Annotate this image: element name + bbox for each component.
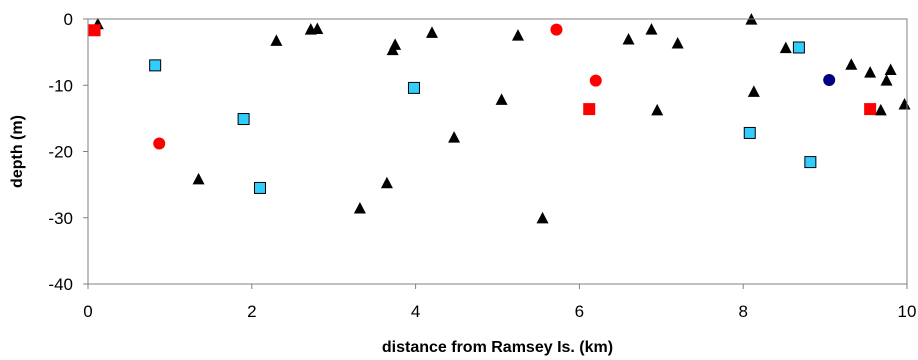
- data-point-triangle: [270, 34, 283, 46]
- data-points: [88, 13, 911, 224]
- data-point-square-outline: [804, 156, 817, 169]
- x-tick-label: 2: [247, 302, 256, 321]
- x-tick-label: 0: [83, 302, 92, 321]
- data-point-circle: [550, 23, 563, 36]
- data-point-triangle: [192, 172, 205, 185]
- data-point-square: [88, 24, 101, 37]
- tick-marks: [83, 18, 908, 289]
- y-tick-label: 0: [64, 10, 73, 29]
- data-point-triangle: [747, 85, 760, 97]
- data-point-triangle: [651, 103, 664, 116]
- data-point-square: [583, 103, 596, 116]
- data-point-triangle: [536, 211, 549, 224]
- y-tick-label: -10: [48, 76, 73, 95]
- x-tick-labels: 0 2 4 6 8 10: [83, 302, 916, 321]
- data-point-triangle: [864, 66, 877, 78]
- data-point-triangle: [898, 97, 911, 110]
- data-point-triangle: [874, 103, 887, 116]
- data-point-triangle: [511, 29, 524, 41]
- y-tick-label: -30: [48, 209, 73, 228]
- x-tick-label: 4: [411, 302, 420, 321]
- data-point-square-outline: [407, 81, 420, 94]
- data-point-triangle: [622, 33, 635, 45]
- data-point-triangle: [389, 38, 402, 50]
- data-point-triangle: [353, 201, 366, 214]
- data-point-triangle: [779, 41, 792, 54]
- plot-area-frame: [87, 18, 908, 285]
- x-tick-label: 6: [575, 302, 584, 321]
- data-point-triangle: [880, 74, 893, 86]
- data-point-circle: [823, 73, 836, 86]
- data-point-square-outline: [792, 41, 805, 54]
- data-point-triangle: [845, 58, 858, 70]
- data-point-square: [864, 103, 877, 116]
- data-point-circle: [153, 137, 166, 150]
- data-point-square-outline: [149, 59, 162, 72]
- data-point-square-outline: [743, 126, 756, 139]
- data-point-triangle: [448, 131, 461, 143]
- data-point-triangle: [884, 63, 897, 76]
- data-point-square-outline: [237, 113, 250, 126]
- x-tick-label: 8: [738, 302, 747, 321]
- x-axis-title: distance from Ramsey Is. (km): [382, 339, 613, 356]
- y-tick-labels: 0 -10 -20 -30 -40: [48, 10, 73, 294]
- data-point-circle: [589, 74, 602, 87]
- data-point-square-outline: [253, 181, 266, 194]
- y-tick-label: -40: [48, 275, 73, 294]
- data-point-triangle: [380, 176, 393, 189]
- data-point-triangle: [495, 93, 508, 105]
- y-tick-label: -20: [48, 143, 73, 162]
- data-point-triangle: [671, 37, 684, 49]
- data-point-triangle: [425, 26, 438, 38]
- y-axis-title: depth (m): [9, 115, 26, 188]
- data-point-triangle: [311, 22, 324, 34]
- x-tick-label: 10: [898, 302, 917, 321]
- data-point-triangle: [645, 23, 658, 35]
